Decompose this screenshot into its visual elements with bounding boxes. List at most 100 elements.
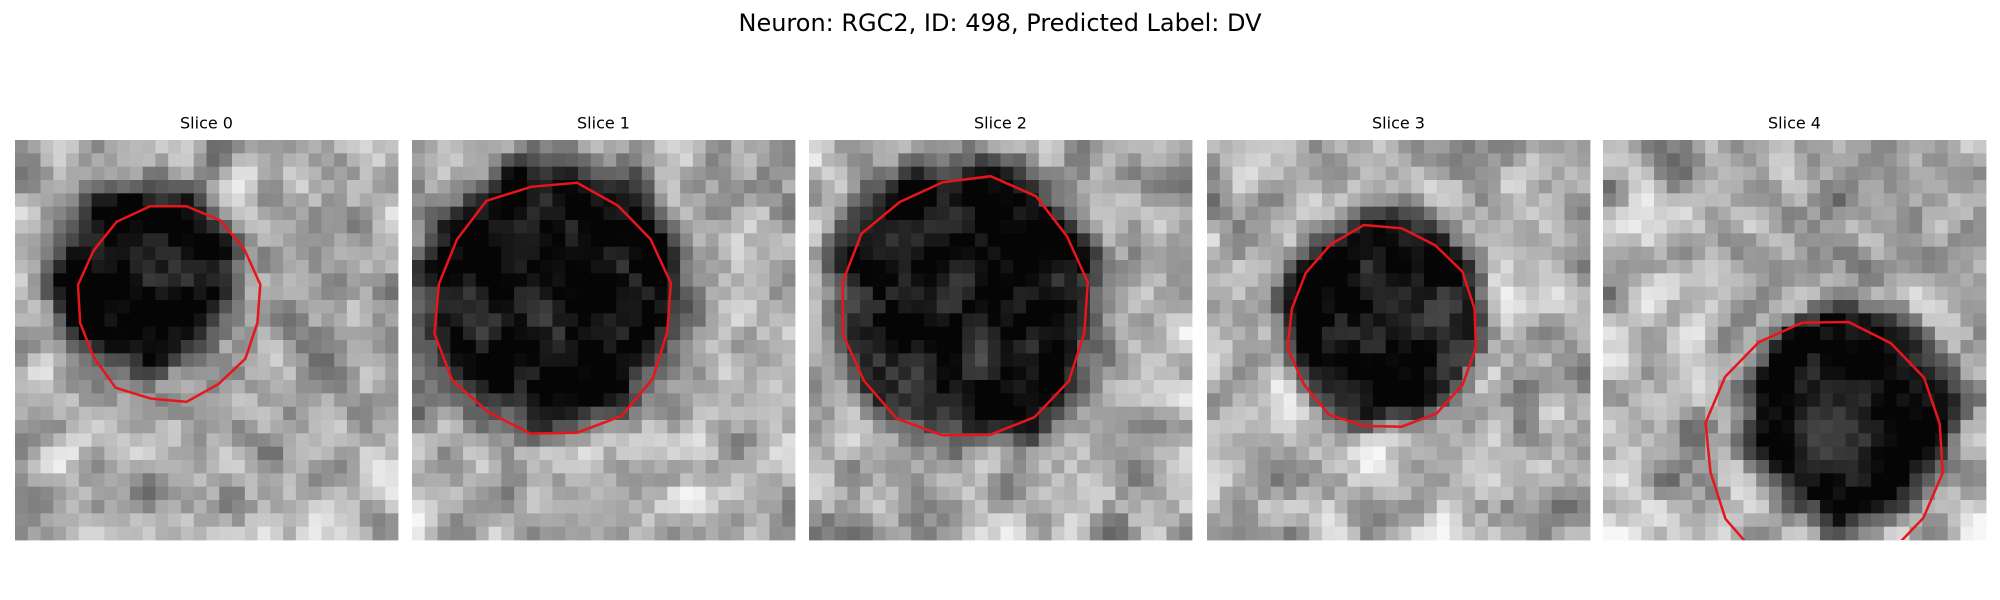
pixel: [1615, 140, 1629, 154]
pixel: [911, 153, 925, 168]
pixel: [1026, 153, 1040, 168]
pixel: [821, 433, 835, 448]
pixel: [809, 420, 823, 434]
pixel: [412, 153, 426, 168]
pixel: [1232, 526, 1246, 541]
pixel: [1743, 286, 1757, 301]
pixel: [1038, 326, 1052, 341]
pixel: [1153, 460, 1167, 474]
pixel: [1360, 526, 1374, 541]
pixel: [987, 260, 1001, 274]
pixel: [308, 260, 322, 274]
pixel: [1166, 406, 1180, 421]
pixel: [412, 260, 426, 274]
pixel: [1654, 486, 1668, 501]
pixel: [1179, 140, 1193, 154]
pixel: [1372, 233, 1387, 248]
pixel: [1102, 460, 1116, 474]
pixel: [1909, 380, 1923, 394]
pixel: [180, 233, 195, 248]
pixel: [1615, 220, 1629, 234]
pixel: [949, 313, 963, 328]
pixel: [590, 486, 604, 501]
pixel: [616, 286, 630, 301]
pixel: [898, 180, 912, 194]
pixel: [1666, 260, 1680, 274]
pixel: [142, 460, 156, 474]
pixel: [885, 180, 899, 194]
pixel: [769, 206, 783, 221]
pixel: [1603, 366, 1617, 381]
pixel: [219, 446, 233, 461]
pixel: [424, 166, 438, 181]
pixel: [1909, 273, 1923, 288]
pixel: [1960, 486, 1974, 501]
pixel: [1064, 300, 1078, 314]
pixel: [1449, 380, 1463, 394]
pixel: [1398, 140, 1412, 154]
pixel: [1858, 153, 1872, 168]
pixel: [911, 246, 925, 261]
pixel: [1449, 180, 1463, 194]
pixel: [1717, 220, 1732, 234]
pixel: [257, 513, 271, 528]
pixel: [385, 193, 399, 208]
pixel: [654, 420, 668, 434]
pixel: [244, 180, 258, 194]
pixel: [206, 313, 220, 328]
pixel: [1000, 460, 1014, 474]
pixel: [359, 220, 373, 234]
pixel: [526, 393, 541, 408]
pixel: [847, 366, 861, 381]
pixel: [821, 446, 835, 461]
pixel: [911, 286, 925, 301]
pixel: [1372, 140, 1387, 154]
pixel: [1500, 473, 1514, 488]
pixel: [1666, 340, 1680, 354]
pixel: [104, 273, 118, 288]
pixel: [1781, 193, 1795, 208]
pixel: [872, 260, 886, 274]
pixel: [1398, 393, 1412, 408]
pixel: [1883, 366, 1898, 381]
pixel: [244, 193, 258, 208]
pixel: [1615, 513, 1629, 528]
pixel: [1038, 340, 1052, 354]
pixel: [1026, 313, 1040, 328]
pixel: [1462, 380, 1476, 394]
pixel: [1000, 486, 1014, 501]
pixel: [1628, 526, 1642, 541]
pixel: [1449, 246, 1463, 261]
pixel: [321, 153, 335, 168]
pixel: [1487, 220, 1502, 234]
pixel: [1360, 193, 1374, 208]
pixel: [1526, 153, 1540, 168]
pixel: [616, 513, 630, 528]
pixel: [1487, 513, 1502, 528]
pixel: [424, 460, 438, 474]
pixel: [1960, 326, 1974, 341]
pixel: [1973, 206, 1987, 221]
pixel: [155, 486, 169, 501]
pixel: [962, 193, 976, 208]
pixel: [1922, 286, 1936, 301]
pixel: [1347, 500, 1361, 514]
contour: [433, 181, 673, 435]
pixel: [40, 313, 54, 328]
pixel: [437, 153, 451, 168]
pixel: [1051, 473, 1065, 488]
pixel: [412, 526, 426, 541]
pixel: [1258, 433, 1272, 448]
pixel: [27, 500, 41, 514]
pixel: [1270, 220, 1284, 234]
pixel: [1449, 500, 1463, 514]
pixel: [1858, 286, 1872, 301]
pixel: [1166, 220, 1180, 234]
pixel: [1577, 420, 1591, 434]
pixel: [1858, 166, 1872, 181]
pixel: [1102, 353, 1116, 368]
pixel: [809, 180, 823, 194]
pixel: [756, 246, 770, 261]
pixel: [577, 353, 592, 368]
pixel: [1360, 300, 1374, 314]
